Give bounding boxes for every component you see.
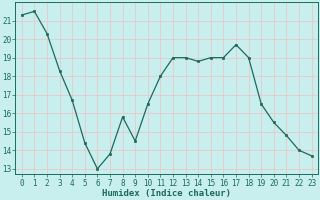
X-axis label: Humidex (Indice chaleur): Humidex (Indice chaleur) [102, 189, 231, 198]
